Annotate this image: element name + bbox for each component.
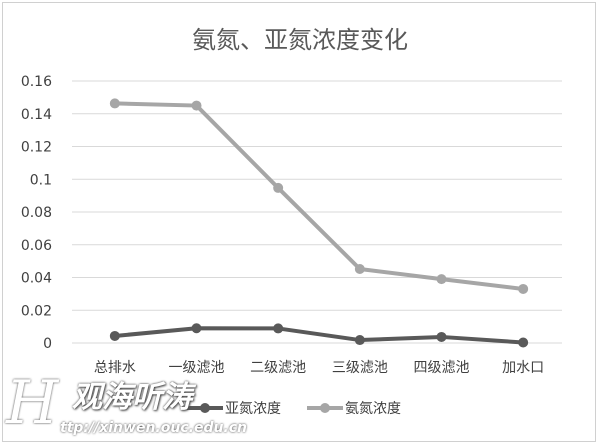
series-line-nitrite — [114, 326, 524, 345]
watermark-text: 观海听涛 — [72, 380, 192, 415]
legend-label-ammonia: 氨氮浓度 — [345, 401, 401, 417]
watermark-logo: H — [6, 368, 59, 438]
y-tick-label: 0.14 — [21, 107, 52, 123]
y-tick-label: 0.1 — [30, 172, 52, 188]
legend-marker-nitrite — [187, 403, 223, 413]
data-point-ammonia — [354, 263, 365, 274]
data-point-nitrite — [354, 335, 365, 346]
legend-marker-ammonia — [307, 403, 343, 413]
watermark-url: ttp://xinwen.ouc.edu.cn — [60, 420, 248, 436]
chart-title: 氨氮、亚氮浓度变化 — [192, 26, 408, 54]
data-point-nitrite — [273, 323, 284, 334]
x-tick-label: 三级滤池 — [332, 360, 388, 376]
y-tick-label: 0.02 — [21, 303, 52, 319]
data-point-ammonia — [191, 100, 202, 111]
y-tick-label: 0 — [43, 336, 52, 352]
data-point-ammonia — [109, 98, 120, 109]
data-point-ammonia — [436, 274, 447, 285]
data-point-nitrite — [109, 330, 120, 341]
data-point-nitrite — [518, 337, 529, 348]
x-tick-label: 加水口 — [502, 360, 544, 376]
y-tick-label: 0.12 — [21, 140, 52, 156]
data-point-nitrite — [191, 323, 202, 334]
y-tick-label: 0.08 — [21, 205, 52, 221]
data-point-ammonia — [273, 182, 284, 193]
chart-frame — [2, 2, 596, 442]
data-point-ammonia — [518, 283, 529, 294]
series-line-ammonia — [114, 101, 524, 291]
legend-item-ammonia: 氨氮浓度 — [305, 398, 401, 418]
y-tick-label: 0.04 — [21, 271, 52, 287]
x-tick-label: 四级滤池 — [414, 360, 470, 376]
y-tick-label: 0.16 — [21, 74, 52, 90]
x-tick-label: 二级滤池 — [250, 360, 306, 376]
data-point-nitrite — [436, 331, 447, 342]
x-tick-label: 一级滤池 — [169, 360, 225, 376]
x-tick-label: 总排水 — [94, 360, 136, 376]
legend-item-nitrite: 亚氮浓度 — [185, 398, 281, 418]
legend-label-nitrite: 亚氮浓度 — [225, 401, 281, 417]
y-tick-label: 0.06 — [21, 238, 52, 254]
